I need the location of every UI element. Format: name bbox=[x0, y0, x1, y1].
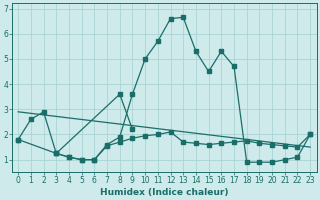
X-axis label: Humidex (Indice chaleur): Humidex (Indice chaleur) bbox=[100, 188, 228, 197]
